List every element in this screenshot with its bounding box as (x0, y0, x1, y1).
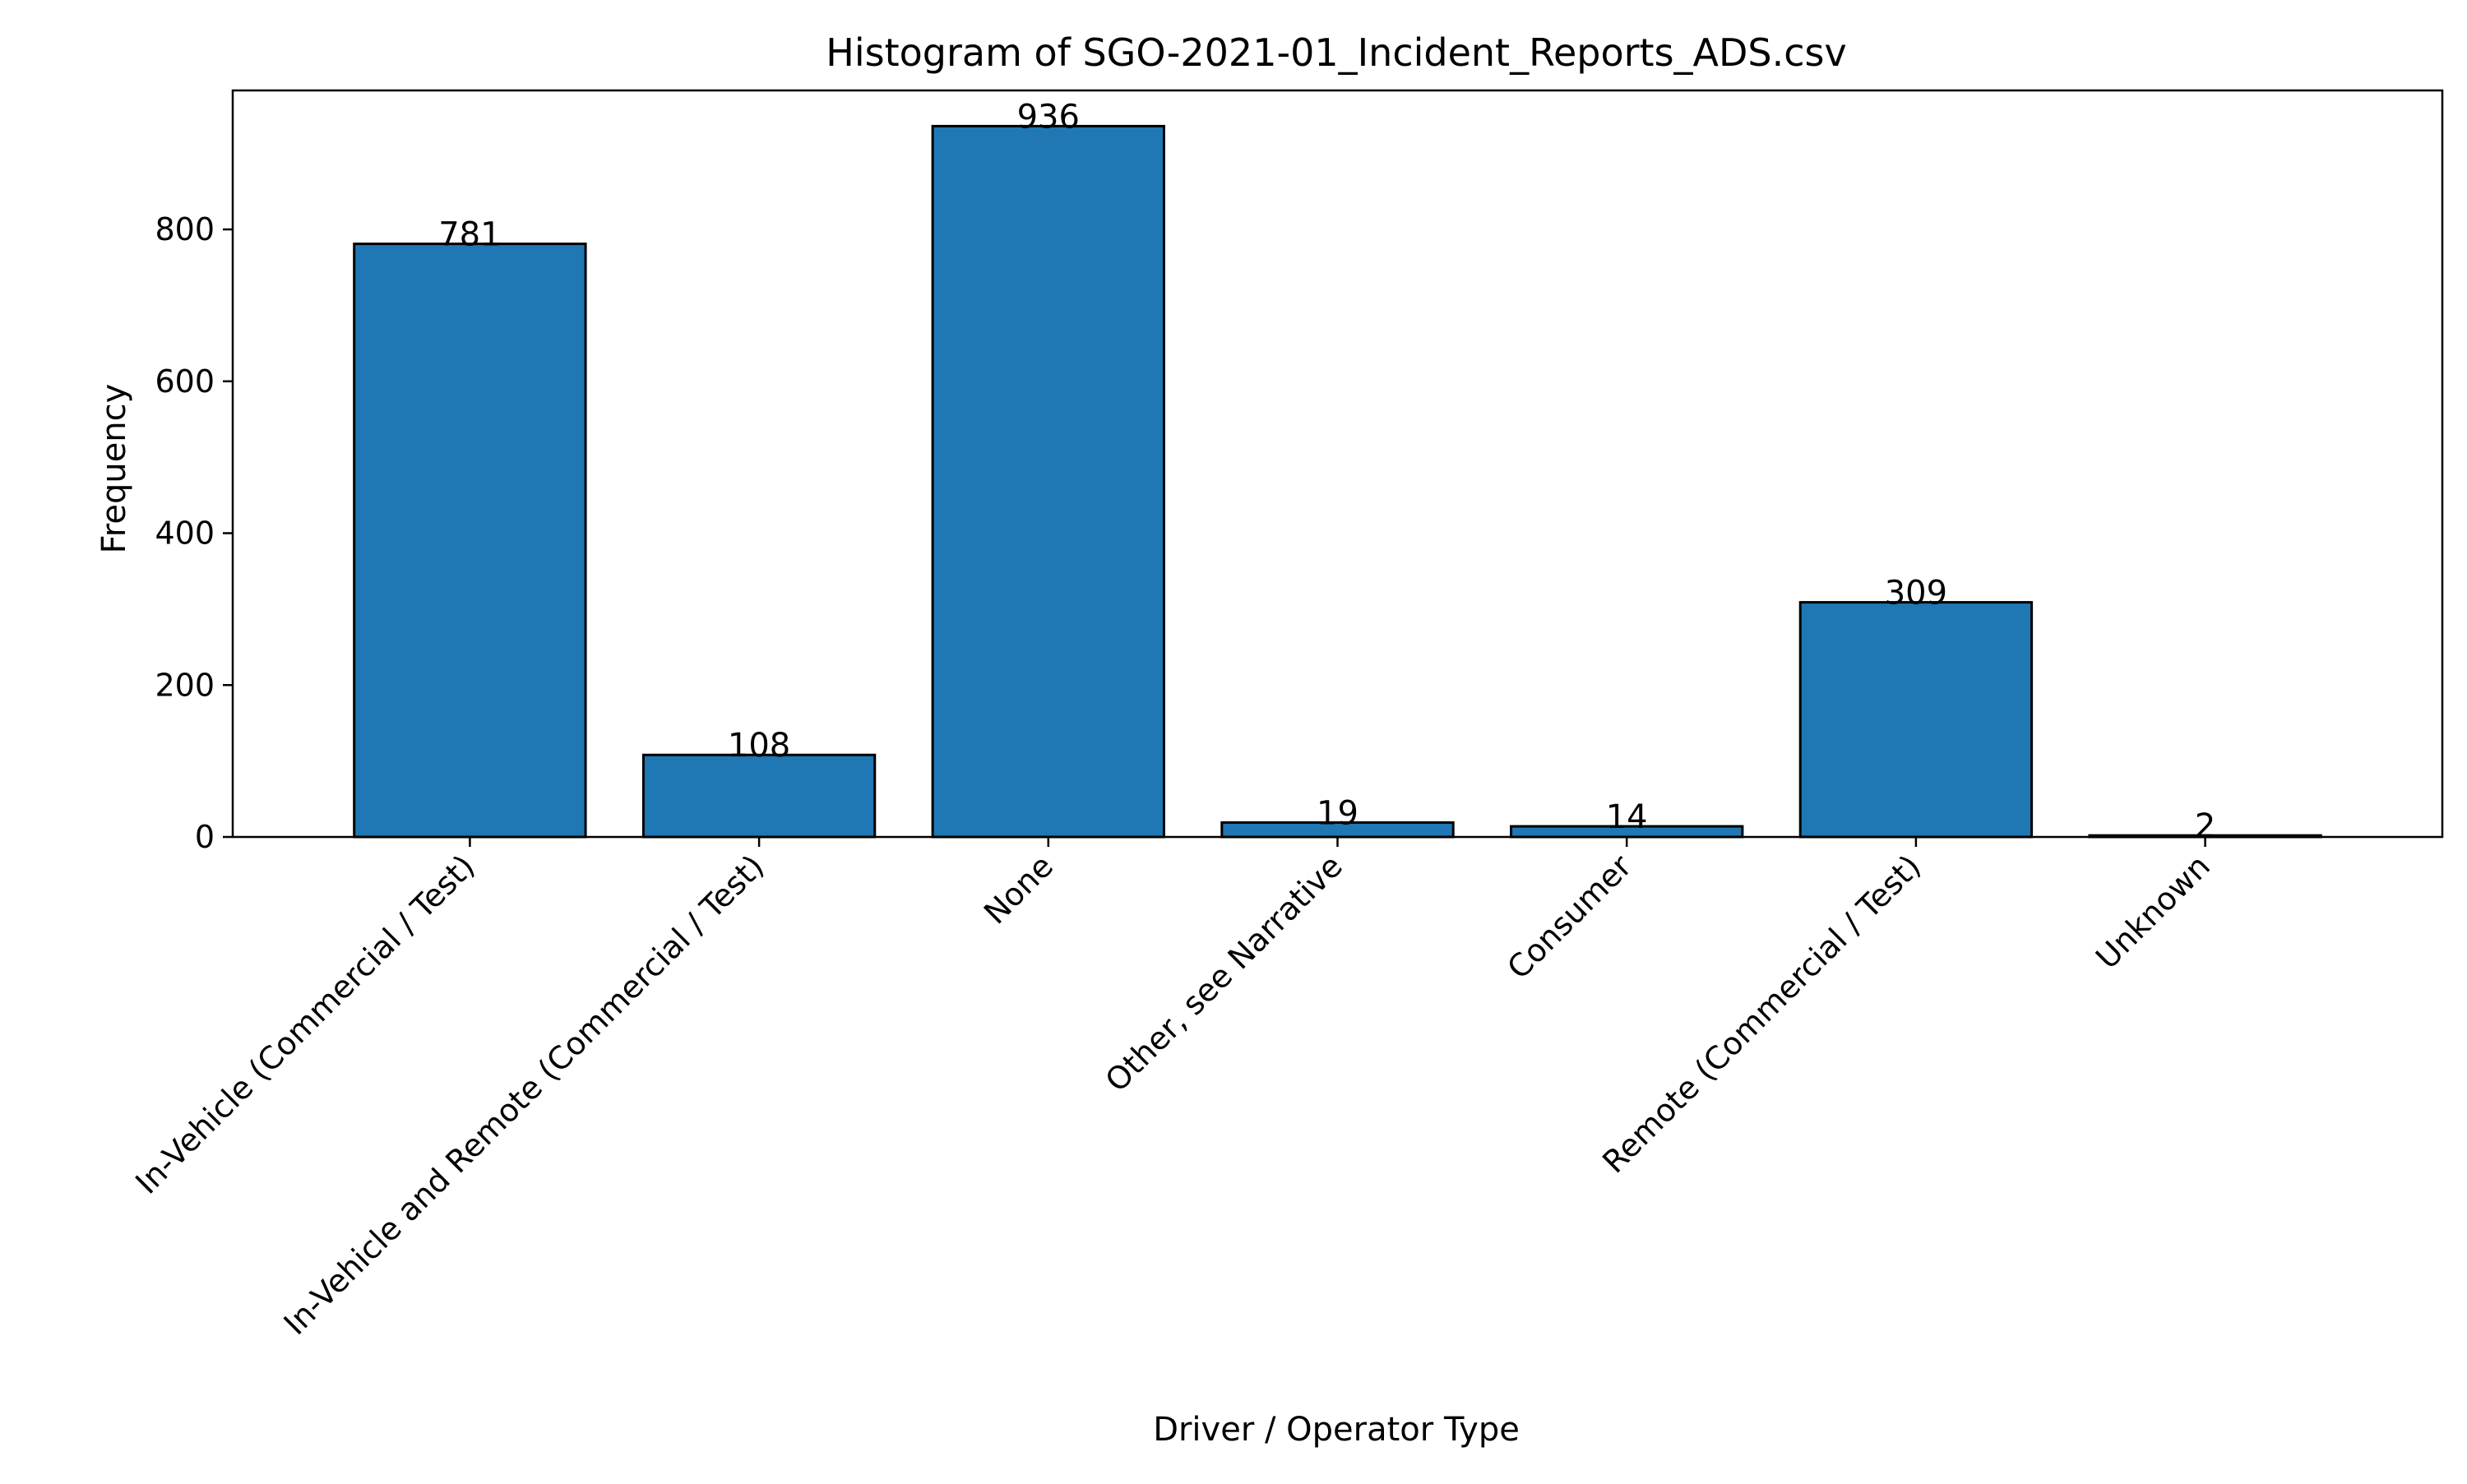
data-label: 781 (438, 216, 501, 254)
y-axis-label: Frequency (95, 384, 133, 554)
x-axis-label: Driver / Operator Type (1153, 1411, 1520, 1449)
data-label: 14 (1606, 798, 1648, 836)
y-tick-label: 200 (155, 667, 215, 703)
chart-title: Histogram of SGO-2021-01_Incident_Report… (826, 30, 1846, 75)
y-tick-label: 0 (195, 819, 215, 855)
data-label: 309 (1885, 575, 1947, 613)
bar (353, 243, 587, 839)
data-label: 19 (1317, 794, 1358, 832)
x-tick-label: In-Vehicle and Remote (Commercial / Test… (277, 848, 771, 1342)
x-tick-label: Other, see Narrative (1099, 848, 1349, 1098)
x-tick-label: In-Vehicle (Commercial / Test) (128, 848, 482, 1201)
bar (931, 124, 1165, 839)
y-tick-label: 600 (155, 363, 215, 400)
x-tick-label: Remote (Commercial / Test) (1595, 848, 1928, 1180)
bar (1798, 601, 2034, 839)
x-tick-label: Unknown (2089, 848, 2217, 976)
x-tick-label: Consumer (1500, 848, 1638, 986)
data-label: 108 (728, 727, 790, 765)
bar (641, 753, 877, 839)
data-label: 936 (1017, 98, 1080, 136)
y-tick-label: 800 (155, 211, 215, 247)
x-tick-label: None (977, 848, 1060, 931)
y-tick-label: 400 (155, 515, 215, 552)
